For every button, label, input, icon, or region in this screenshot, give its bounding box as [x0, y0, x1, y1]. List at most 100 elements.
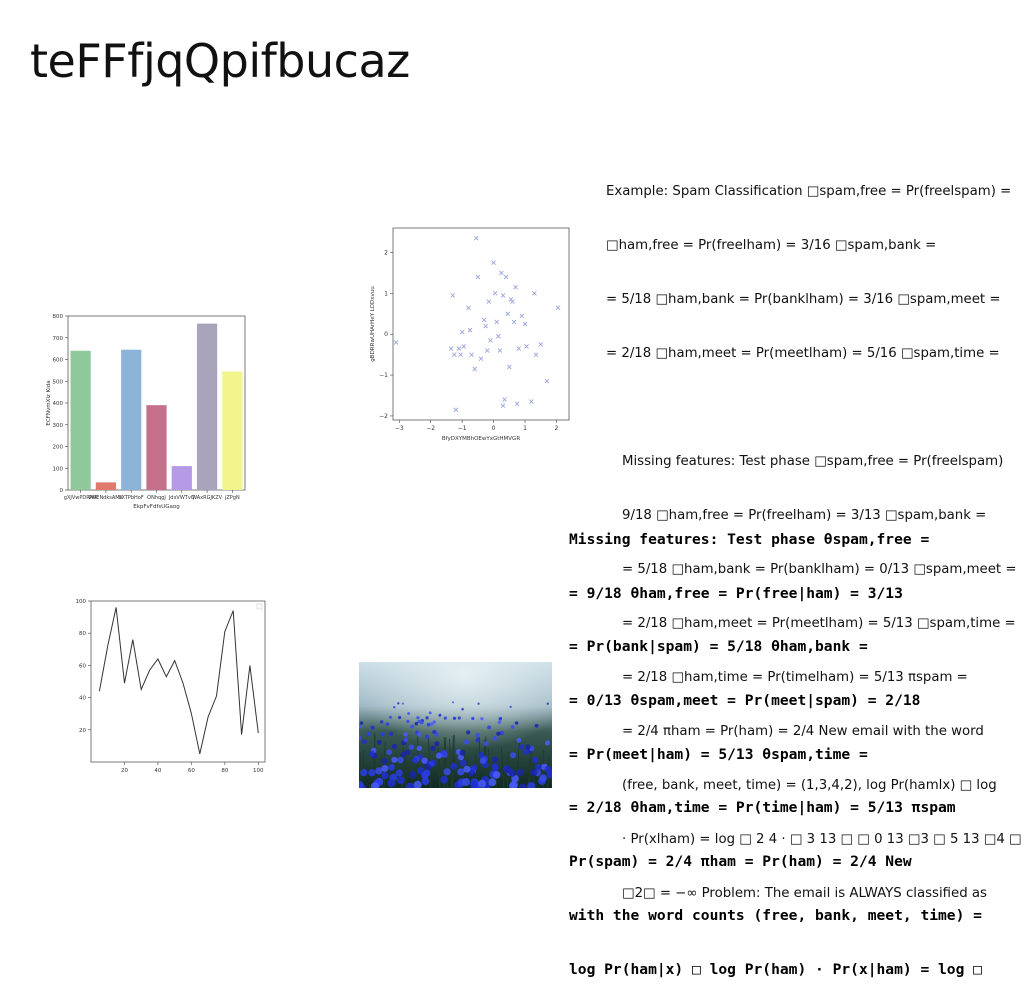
flower-blossom: [444, 717, 447, 720]
flower-blossom: [535, 764, 542, 771]
scatter-point: [532, 291, 536, 295]
flower-blossom: [429, 711, 432, 714]
flower-blossom: [488, 778, 496, 786]
x-tick-label: 40: [154, 768, 161, 774]
text-line: = 5/18 □ham,bank = Pr(banklham) = 3/16 □…: [606, 291, 1024, 309]
scatter-point: [449, 347, 453, 351]
scatter-point: [474, 236, 478, 240]
flower-blossom: [410, 725, 414, 729]
flower-blossom: [475, 738, 480, 743]
scatter-point: [462, 344, 466, 348]
y-tick-label: 200: [53, 445, 64, 451]
flower-blossom: [519, 744, 524, 749]
flower-blossom: [371, 726, 375, 730]
x-axis-label: EkpFvFdfsUGaog: [133, 504, 180, 510]
flower-blossom: [450, 763, 457, 770]
flower-blossom: [478, 752, 484, 758]
scatter-point: [539, 342, 543, 346]
text-line: with the word counts (free, bank, meet, …: [569, 907, 1024, 925]
flower-blossom: [393, 706, 395, 708]
y-tick-label: 400: [53, 401, 64, 407]
scatter-point: [470, 353, 474, 357]
scatter-point: [545, 379, 549, 383]
flower-blossom: [484, 741, 489, 746]
flower-blossom: [464, 740, 469, 745]
flower-blossom: [532, 757, 538, 763]
flower-blossom: [539, 774, 547, 782]
flower-blossom: [421, 758, 427, 764]
flower-blossom: [430, 722, 434, 726]
flower-blossom: [511, 725, 515, 729]
missing-features-text: Missing features: Test phase θspam,free …: [569, 495, 1024, 996]
text-line: Missing features: Test phase □spam,free …: [606, 453, 1024, 471]
y-tick-label: 100: [76, 599, 87, 605]
flower-blossom: [547, 703, 549, 705]
flower-blossom: [517, 769, 524, 776]
flower-blossom: [478, 780, 486, 788]
flower-blossom: [360, 721, 364, 725]
flower-blossom: [381, 765, 388, 772]
flower-blossom: [403, 737, 408, 742]
flower-blossom: [436, 753, 442, 759]
x-tick-label: WAxRGJKZV: [192, 495, 223, 501]
legend-box: [257, 604, 262, 609]
flower-blossom: [487, 726, 491, 730]
flower-blossom: [409, 744, 414, 749]
y-tick-label: 100: [53, 466, 64, 472]
flower-blossom: [478, 703, 480, 705]
y-tick-label: 80: [79, 631, 86, 637]
x-tick-label: 0: [492, 425, 496, 432]
flower-blossom: [476, 733, 480, 737]
scatter-point: [529, 400, 533, 404]
flower-blossom: [510, 752, 516, 758]
bar: [172, 466, 192, 490]
flower-blossom: [461, 708, 464, 711]
scatter-point: [525, 344, 529, 348]
flower-blossom: [380, 732, 384, 736]
blue-flowers-photo: [359, 662, 552, 788]
text-line: = Pr(bank|spam) = 5/18 θham,bank =: [569, 638, 1024, 656]
flowers-image: [359, 662, 552, 788]
scatter-point: [473, 367, 477, 371]
scatter-point: [482, 318, 486, 322]
flower-blossom: [470, 765, 477, 772]
scatter-point: [534, 353, 538, 357]
x-tick-label: 100: [253, 768, 264, 774]
flower-blossom: [492, 763, 499, 770]
flower-blossom: [496, 732, 500, 736]
y-tick-label: −2: [379, 413, 388, 420]
flower-blossom: [460, 760, 467, 767]
flower-blossom: [407, 712, 410, 715]
x-tick-label: jZPgN: [224, 495, 240, 501]
flower-blossom: [397, 702, 399, 704]
x-axis-label: BfyDXYMBhOEwYxGtHMVGR: [442, 436, 520, 442]
y-tick-label: 600: [53, 358, 64, 364]
text-line: = 9/18 θham,free = Pr(free|ham) = 3/13: [569, 585, 1024, 603]
flower-blossom: [492, 757, 498, 763]
y-tick-label: 40: [79, 696, 86, 702]
flower-blossom: [425, 735, 430, 740]
flower-blossom: [498, 721, 502, 725]
flower-blossom: [412, 757, 418, 763]
flower-blossom: [405, 749, 411, 755]
flower-blossom: [463, 766, 470, 773]
scatter-point: [496, 334, 500, 338]
y-tick-label: 500: [53, 379, 64, 385]
scatter-point: [459, 353, 463, 357]
scatter-point: [451, 293, 455, 297]
flower-blossom: [425, 764, 432, 771]
x-tick-label: 60: [188, 768, 195, 774]
flower-blossom: [398, 716, 401, 719]
scatter-point: [457, 347, 461, 351]
scatter-point: [487, 300, 491, 304]
flower-blossom: [423, 770, 430, 777]
y-tick-label: 700: [53, 336, 64, 342]
y-tick-label: 2: [384, 250, 388, 257]
flower-blossom: [392, 744, 397, 749]
flower-blossom: [397, 776, 405, 784]
scatter-point: [503, 398, 507, 402]
flower-blossom: [480, 758, 486, 764]
